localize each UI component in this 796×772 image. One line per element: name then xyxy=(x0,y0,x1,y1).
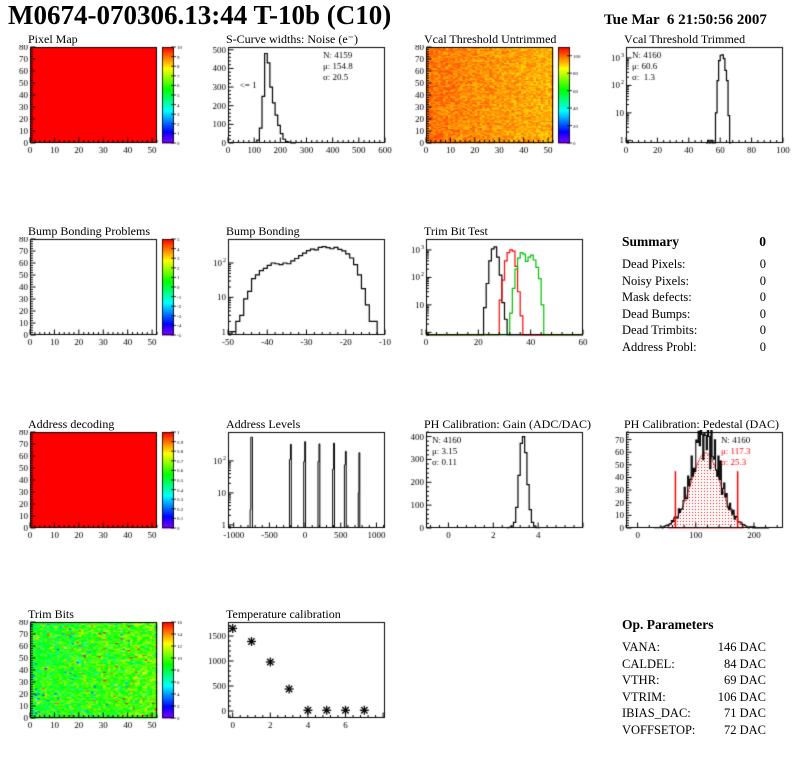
bump-bonding-plot xyxy=(200,237,396,355)
op-parameter-row: CALDEL: 84 DAC xyxy=(622,656,766,673)
temperature-calibration-plot xyxy=(200,620,396,738)
panel-temperature-calibration: Temperature calibration xyxy=(200,603,396,743)
vcal-untrimmed-plot xyxy=(398,45,594,163)
summary-total: 0 xyxy=(759,234,766,249)
op-parameter-label: VTRIM: xyxy=(622,689,666,704)
plot-title: Bump Bonding Problems xyxy=(28,224,151,238)
scurve-noise-plot xyxy=(200,45,396,163)
panel-trim-bits: Trim Bits xyxy=(2,603,198,743)
panel-address-decoding: Address decoding xyxy=(2,413,198,553)
summary-row-value: 0 xyxy=(759,339,766,354)
panel-vcal-threshold-trimmed: Vcal Threshold Trimmed xyxy=(598,28,794,168)
plot-title: PH Calibration: Gain (ADC/DAC) xyxy=(424,417,591,431)
summary-row: Address Probl: 0 xyxy=(622,339,766,356)
plot-title: Bump Bonding xyxy=(226,224,300,238)
summary-row-value: 0 xyxy=(759,257,766,271)
op-parameter-row: IBIAS_DAC: 71 DAC xyxy=(622,705,766,722)
panel-vcal-threshold-untrimmed: Vcal Threshold Untrimmed xyxy=(398,28,594,168)
plot-title: Vcal Threshold Untrimmed xyxy=(424,32,557,46)
panel-address-levels: Address Levels xyxy=(200,413,396,553)
summary-row-label: Dead Trimbits: xyxy=(622,323,698,337)
panel-pixel-map: Pixel Map xyxy=(2,28,198,168)
op-parameter-row: VTHR: 69 DAC xyxy=(622,672,766,689)
panel-ph-calibration-pedestal: PH Calibration: Pedestal (DAC) xyxy=(598,413,794,553)
panel-ph-calibration-gain: PH Calibration: Gain (ADC/DAC) xyxy=(398,413,594,553)
panel-scurve-noise: S-Curve widths: Noise (e⁻) xyxy=(200,28,396,168)
plot-title: Address decoding xyxy=(28,417,115,431)
panel-bump-bonding: Bump Bonding xyxy=(200,220,396,360)
op-parameter-value: 72 DAC xyxy=(723,722,766,737)
plot-title: Temperature calibration xyxy=(226,607,341,621)
trim-bits-plot xyxy=(2,620,198,738)
ph-pedestal-plot xyxy=(598,430,794,548)
plot-title: Trim Bit Test xyxy=(424,224,488,238)
summary-row: Dead Trimbits: 0 xyxy=(622,322,766,339)
summary-row-label: Noisy Pixels: xyxy=(622,273,690,288)
op-parameters-block: Op. Parameters VANA: 146 DAC CALDEL: 84 … xyxy=(598,603,794,738)
address-levels-plot xyxy=(200,430,396,548)
summary-row: Dead Pixels: 0 xyxy=(622,256,766,273)
summary-row-value: 0 xyxy=(759,273,766,288)
panel-trim-bit-test: Trim Bit Test xyxy=(398,220,594,360)
op-parameter-value: 71 DAC xyxy=(723,706,766,720)
bump-bonding-problems-plot xyxy=(2,237,198,355)
plot-title: PH Calibration: Pedestal (DAC) xyxy=(624,417,779,431)
summary-row-label: Mask defects: xyxy=(622,290,692,304)
page-title: M0674-070306.13:44 T-10b (C10) xyxy=(8,0,392,30)
summary-row-label: Dead Bumps: xyxy=(622,306,691,321)
panel-bump-bonding-problems: Bump Bonding Problems xyxy=(2,220,198,360)
vcal-trimmed-plot xyxy=(598,45,794,163)
summary-row-value: 0 xyxy=(759,290,766,304)
summary-row-value: 0 xyxy=(759,306,766,321)
trim-bit-test-plot xyxy=(398,237,594,355)
op-parameter-value: 69 DAC xyxy=(723,673,766,687)
plot-title: Pixel Map xyxy=(28,32,78,46)
plot-title: S-Curve widths: Noise (e⁻) xyxy=(226,32,358,46)
op-parameter-label: CALDEL: xyxy=(622,656,675,671)
summary-row-label: Dead Pixels: xyxy=(622,257,686,271)
op-parameter-row: VOFFSETOP: 72 DAC xyxy=(622,722,766,739)
address-decoding-plot xyxy=(2,430,198,548)
op-parameters-heading: Op. Parameters xyxy=(622,617,714,632)
summary-row: Mask defects: 0 xyxy=(622,289,766,306)
op-parameter-row: VTRIM: 106 DAC xyxy=(622,689,766,706)
summary-block: Summary 0 Dead Pixels: 0 Noisy Pixels: 0… xyxy=(598,220,794,355)
op-parameter-label: VANA: xyxy=(622,640,660,654)
ph-gain-plot xyxy=(398,430,594,548)
op-parameter-value: 84 DAC xyxy=(723,656,766,671)
pixel-map-plot xyxy=(2,45,198,163)
op-parameter-label: VTHR: xyxy=(622,673,660,687)
page-datetime: Tue Mar 6 21:50:56 2007 xyxy=(604,12,767,28)
summary-row: Noisy Pixels: 0 xyxy=(622,273,766,290)
summary-row: Dead Bumps: 0 xyxy=(622,306,766,323)
op-parameter-value: 146 DAC xyxy=(717,640,766,654)
plot-title: Trim Bits xyxy=(28,607,74,621)
op-parameter-value: 106 DAC xyxy=(717,689,766,704)
op-parameter-label: IBIAS_DAC: xyxy=(622,706,691,720)
plot-title: Address Levels xyxy=(226,417,301,431)
summary-rows: Dead Pixels: 0 Noisy Pixels: 0 Mask defe… xyxy=(598,256,794,355)
summary-heading: Summary xyxy=(622,234,679,249)
op-parameter-row: VANA: 146 DAC xyxy=(622,639,766,656)
op-parameter-label: VOFFSETOP: xyxy=(622,722,696,737)
summary-row-label: Address Probl: xyxy=(622,339,697,354)
summary-row-value: 0 xyxy=(759,323,766,337)
plot-title: Vcal Threshold Trimmed xyxy=(624,32,746,46)
op-parameters-rows: VANA: 146 DAC CALDEL: 84 DAC VTHR: 69 DA… xyxy=(598,639,794,738)
